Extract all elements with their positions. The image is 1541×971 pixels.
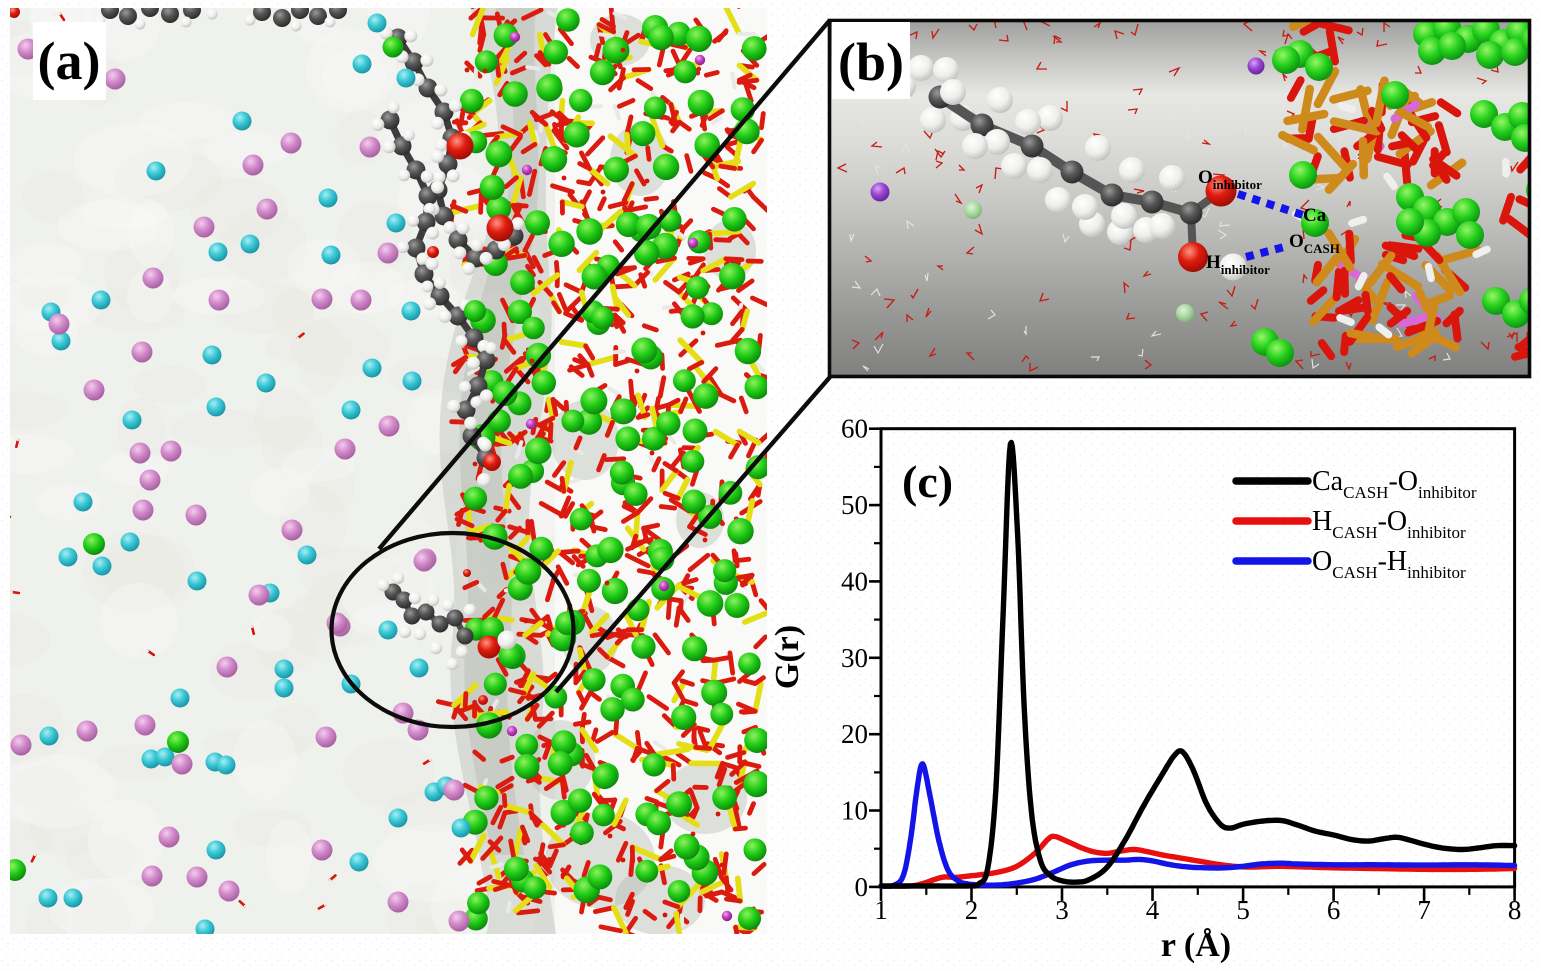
- svg-text:6: 6: [1327, 895, 1341, 925]
- svg-text:50: 50: [841, 490, 868, 520]
- svg-text:r (Å): r (Å): [1161, 927, 1231, 964]
- svg-text:3: 3: [1055, 895, 1069, 925]
- svg-text:5: 5: [1236, 895, 1250, 925]
- svg-text:(b): (b): [838, 32, 904, 92]
- svg-text:40: 40: [841, 566, 868, 596]
- svg-text:1: 1: [874, 895, 888, 925]
- svg-text:7: 7: [1417, 895, 1431, 925]
- svg-text:60: 60: [841, 414, 868, 444]
- svg-text:20: 20: [841, 719, 868, 749]
- svg-text:4: 4: [1146, 895, 1160, 925]
- svg-text:G(r): G(r): [769, 625, 806, 689]
- svg-text:30: 30: [841, 643, 868, 673]
- svg-text:0: 0: [855, 872, 869, 902]
- svg-text:Ca: Ca: [1303, 205, 1327, 226]
- svg-text:(a): (a): [38, 31, 101, 91]
- svg-text:2: 2: [965, 895, 979, 925]
- svg-text:(c): (c): [902, 456, 953, 507]
- svg-text:8: 8: [1508, 895, 1522, 925]
- svg-text:10: 10: [841, 796, 868, 826]
